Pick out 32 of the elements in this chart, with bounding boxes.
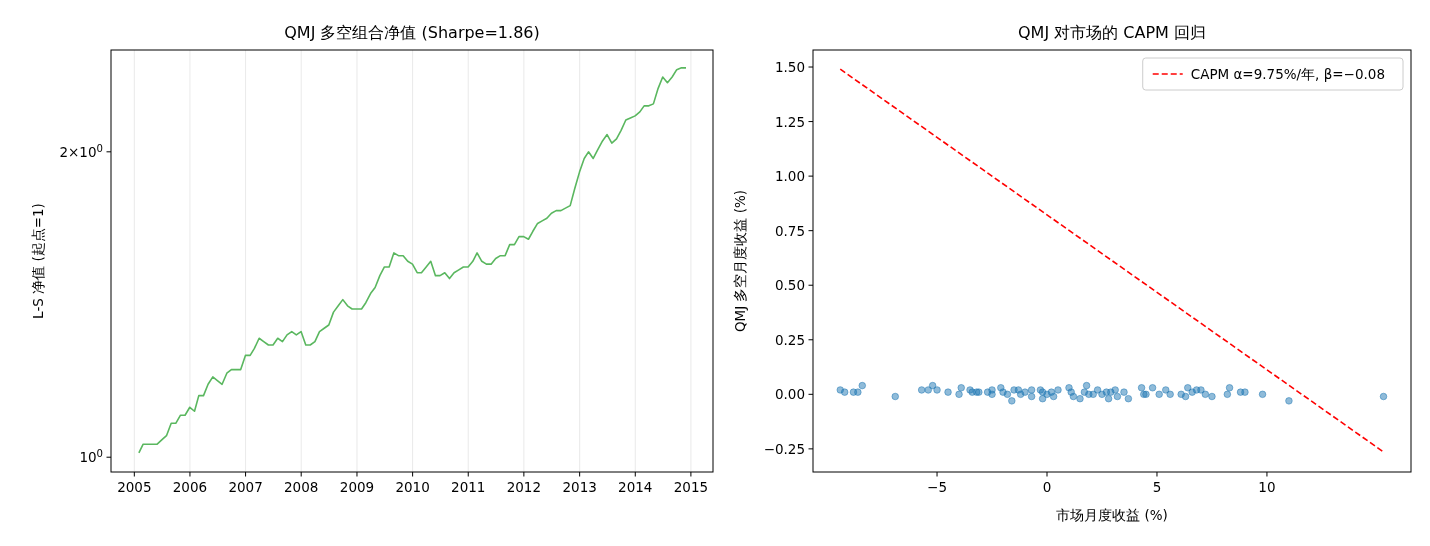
- chart-title: QMJ 对市场的 CAPM 回归: [1018, 23, 1206, 42]
- x-tick-label: 2015: [673, 479, 709, 495]
- x-tick-label: 2011: [451, 479, 486, 495]
- x-tick-label: 2010: [395, 479, 430, 495]
- x-tick-label: 5: [1152, 479, 1162, 495]
- y-axis-title: QMJ 多空月度收益 (%): [732, 189, 748, 333]
- legend-label: CAPM α=9.75%/年, β=−0.08: [1190, 66, 1385, 82]
- x-tick-label: 2006: [172, 479, 208, 495]
- legend: CAPM α=9.75%/年, β=−0.08: [1142, 57, 1404, 91]
- y-axis-title: L-S 净值 (起点=1): [30, 203, 46, 319]
- x-tick-label: −5: [927, 479, 947, 495]
- x-tick-label: 2009: [339, 479, 375, 495]
- x-tick-label: 2005: [117, 479, 152, 495]
- x-tick-label: 2012: [506, 479, 542, 495]
- x-tick-label: 0: [1042, 479, 1052, 495]
- x-tick-label: 2008: [284, 479, 319, 495]
- x-tick-label: 2013: [562, 479, 597, 495]
- y-tick-label: 1.00: [774, 168, 805, 185]
- x-tick-label: 2007: [228, 479, 263, 495]
- y-tick-label: −0.25: [763, 440, 805, 457]
- x-axis-title: 市场月度收益 (%): [1056, 507, 1168, 523]
- y-tick-label: 10$^{0}$: [79, 447, 103, 466]
- y-tick-label: 0.75: [774, 222, 805, 239]
- y-tick-label: 1.50: [774, 59, 805, 76]
- x-tick-label: 2014: [618, 479, 653, 495]
- x-tick-label: 10: [1258, 479, 1276, 495]
- chart-title: QMJ 多空组合净值 (Sharpe=1.86): [284, 23, 540, 42]
- y-tick-label: 2×10$^{0}$: [59, 142, 103, 160]
- y-tick-label: 0.00: [774, 386, 805, 403]
- y-tick-label: 0.50: [774, 277, 805, 294]
- y-tick-label: 0.25: [774, 331, 805, 348]
- y-tick-label: 1.25: [774, 113, 805, 130]
